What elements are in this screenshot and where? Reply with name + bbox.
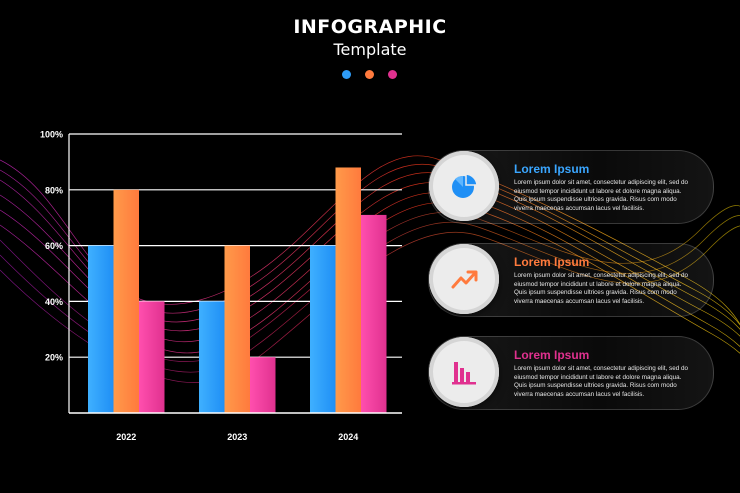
bar-2024-2 <box>335 167 361 413</box>
y-tick-label: 100% <box>40 130 63 140</box>
card-title: Lorem Ipsum <box>514 255 590 269</box>
x-tick-label: 2022 <box>116 432 136 442</box>
card-text: Lorem ipsum dolor sit amet, consectetur … <box>514 179 688 212</box>
card-text: Lorem ipsum dolor sit amet, consectetur … <box>514 365 688 398</box>
page-subtitle: Template <box>333 40 407 59</box>
bar-2022-3 <box>139 301 165 413</box>
info-card-2: Lorem Ipsum Lorem ipsum dolor sit amet, … <box>428 243 714 317</box>
bar-2023-1 <box>199 301 225 413</box>
card-title: Lorem Ipsum <box>514 348 590 362</box>
y-tick-label: 20% <box>45 353 63 363</box>
card-icon-circle <box>429 244 499 314</box>
card-title: Lorem Ipsum <box>514 162 590 176</box>
page-title: INFOGRAPHIC <box>293 16 447 38</box>
header-dot <box>388 70 397 79</box>
y-tick-label: 60% <box>45 241 63 251</box>
y-tick-label: 80% <box>45 185 63 195</box>
bar-2024-1 <box>310 245 336 413</box>
bar-2023-2 <box>224 245 250 413</box>
header-dot <box>365 70 374 79</box>
header-dot <box>342 70 351 79</box>
card-text: Lorem ipsum dolor sit amet, consectetur … <box>514 272 688 305</box>
info-card-1: Lorem Ipsum Lorem ipsum dolor sit amet, … <box>428 150 714 224</box>
info-card-3: Lorem Ipsum Lorem ipsum dolor sit amet, … <box>428 336 714 410</box>
card-icon-circle <box>429 151 499 221</box>
trend-up-arrow-icon <box>451 270 478 289</box>
bar-2023-3 <box>250 357 276 413</box>
card-icon-circle <box>429 337 499 407</box>
x-tick-label: 2023 <box>227 432 247 442</box>
bar-chart-icon <box>452 362 476 385</box>
bar-2022-1 <box>88 245 114 413</box>
x-tick-label: 2024 <box>338 432 358 442</box>
y-tick-label: 40% <box>45 297 63 307</box>
bar-2024-3 <box>361 214 387 413</box>
pie-chart-icon <box>452 173 478 198</box>
bar-2022-2 <box>113 189 139 413</box>
